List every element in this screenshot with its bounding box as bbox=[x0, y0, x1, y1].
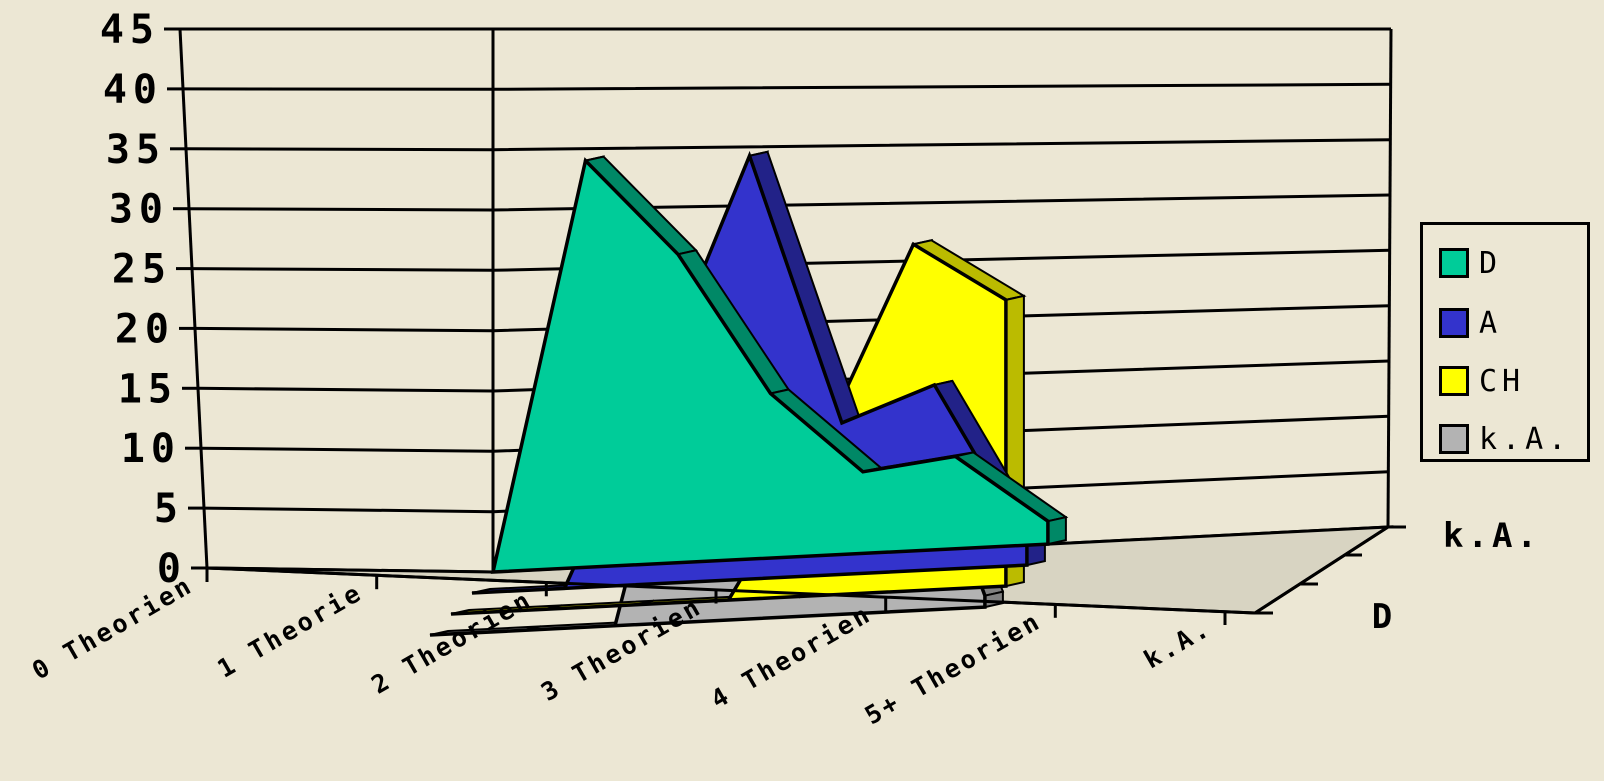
y-tick-label-5: 5 bbox=[154, 486, 184, 532]
legend-label-ch: CH bbox=[1479, 363, 1526, 399]
y-tick-label-25: 25 bbox=[112, 247, 172, 293]
legend: D A CH k.A. bbox=[1420, 222, 1590, 462]
legend-swatch-ch bbox=[1439, 366, 1469, 396]
x-tick-label-0-theorien: 0 Theorien bbox=[27, 570, 198, 685]
x-tick-label-1-theorie: 1 Theorie bbox=[212, 577, 367, 683]
legend-label-d: D bbox=[1479, 245, 1503, 281]
legend-swatch-d bbox=[1439, 248, 1469, 278]
gridline-40 bbox=[182, 82, 1391, 91]
x-tick-label-5-theorien: 5+ Theorien bbox=[860, 606, 1046, 730]
x-tick-label-2-theorien: 2 Theorien bbox=[366, 584, 537, 699]
depth-label-d: D bbox=[1372, 597, 1396, 637]
y-tick-label-30: 30 bbox=[109, 187, 169, 233]
series-d-area bbox=[490, 157, 1050, 574]
y-tick-label-10: 10 bbox=[121, 426, 181, 472]
y-tick-label-15: 15 bbox=[118, 366, 178, 412]
gridline-30 bbox=[188, 193, 1391, 212]
legend-item-ka: k.A. bbox=[1439, 421, 1571, 457]
y-tick-label-45: 45 bbox=[100, 7, 160, 53]
legend-item-a: A bbox=[1439, 305, 1502, 341]
legend-swatch-ka bbox=[1439, 424, 1469, 454]
x-axis-line bbox=[206, 566, 1256, 615]
legend-item-d: D bbox=[1439, 245, 1502, 281]
y-tick-label-20: 20 bbox=[115, 306, 175, 352]
y-axis-line bbox=[178, 28, 209, 569]
depth-label-k-a: k.A. bbox=[1443, 516, 1541, 556]
legend-label-a: A bbox=[1479, 305, 1503, 341]
legend-label-ka: k.A. bbox=[1479, 421, 1572, 457]
series-d-end-cap bbox=[1046, 515, 1067, 546]
y-tick-label-0: 0 bbox=[157, 546, 187, 592]
gridline-35 bbox=[185, 138, 1391, 152]
legend-item-ch: CH bbox=[1439, 363, 1525, 399]
y-tick-label-35: 35 bbox=[106, 127, 166, 173]
x-tick-label-k-a: k.A. bbox=[1139, 613, 1216, 674]
depth-axis-line bbox=[1254, 525, 1389, 615]
wall-right-edge bbox=[1386, 28, 1393, 528]
y-tick-label-40: 40 bbox=[103, 67, 163, 113]
legend-swatch-a bbox=[1439, 308, 1469, 338]
